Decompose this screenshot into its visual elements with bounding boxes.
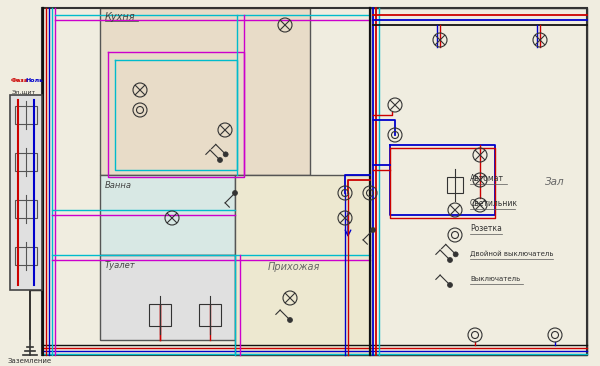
Circle shape [448,258,452,262]
Text: Зал: Зал [545,177,565,187]
Bar [100,8,310,175]
Bar [15,200,37,218]
Text: Фаза: Фаза [11,78,29,83]
Bar [15,153,37,171]
Circle shape [371,228,376,232]
Text: Прихожая: Прихожая [268,262,320,272]
Text: Двойной выключатель: Двойной выключатель [470,250,554,257]
Text: Ноль: Ноль [25,78,43,83]
Circle shape [453,252,458,257]
Bar [370,8,587,355]
Text: Кухня: Кухня [105,12,136,22]
Bar [199,304,221,326]
Circle shape [218,157,223,163]
Bar [149,304,171,326]
Circle shape [223,152,228,157]
Bar [10,95,42,290]
Bar [15,106,37,124]
Circle shape [287,317,293,322]
Text: Розетка: Розетка [470,224,502,233]
Circle shape [448,283,452,288]
Bar [15,247,37,265]
Bar [100,175,235,255]
Bar [235,175,370,355]
Bar [447,177,463,193]
Text: Автомат: Автомат [470,174,504,183]
Text: Ванна: Ванна [105,181,132,190]
Circle shape [233,190,238,195]
Text: Туалет: Туалет [105,261,136,270]
Text: Выключатель: Выключатель [470,276,520,282]
Text: Эл.щит: Эл.щит [12,89,36,94]
Bar [100,255,235,340]
Text: Светильник: Светильник [470,199,518,208]
Text: Заземление: Заземление [8,358,52,364]
